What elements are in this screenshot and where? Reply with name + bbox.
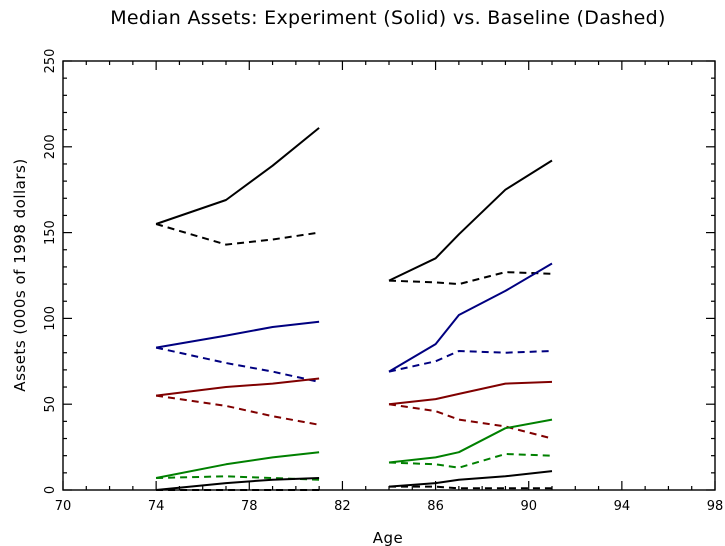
series-line-experiment-8 [156,477,320,491]
y-axis-label: Assets (000s of 1998 dollars) [11,158,29,391]
y-tick-label: 150 [43,220,58,245]
axis-ticks: 70 74 78 82 86 90 94 98 0 50 100 150 200 250 [43,49,723,514]
series-line-baseline-3 [155,346,320,383]
x-axis-label: Age [373,529,404,546]
series-line-experiment-18 [388,470,553,488]
series-line-experiment-4 [155,377,320,397]
series-line-experiment-16 [388,418,553,464]
series-line-baseline-19 [389,485,552,490]
y-tick-label: 50 [43,396,58,413]
x-tick-label: 98 [707,499,724,514]
x-tick-label: 94 [614,499,631,514]
x-tick-label: 74 [148,499,165,514]
series-line-baseline-17 [388,453,553,469]
series-line-experiment-12 [388,262,553,373]
x-tick-label: 78 [241,499,258,514]
series-line-experiment-0 [155,127,320,225]
plot-area [62,60,716,491]
chart-title: Median Assets: Experiment (Solid) vs. Ba… [110,7,666,29]
x-tick-label: 70 [55,499,72,514]
x-tick-label: 82 [334,499,351,514]
x-tick-label: 86 [427,499,444,514]
series-line-baseline-1 [155,223,320,246]
series-line-baseline-11 [388,271,553,286]
series-line-experiment-2 [155,320,320,349]
series-line-baseline-15 [388,403,553,440]
y-tick-label: 250 [43,49,58,74]
series-line-experiment-14 [388,380,553,406]
plot-frame [62,60,716,491]
series-line-experiment-6 [155,451,320,479]
x-tick-label: 90 [520,499,537,514]
y-tick-label: 100 [43,306,58,331]
series-line-experiment-10 [388,159,553,282]
y-tick-label: 200 [43,134,58,159]
series-line-baseline-13 [388,350,553,373]
data-series [155,127,553,491]
y-tick-label: 0 [43,486,58,494]
series-line-baseline-5 [155,394,320,426]
